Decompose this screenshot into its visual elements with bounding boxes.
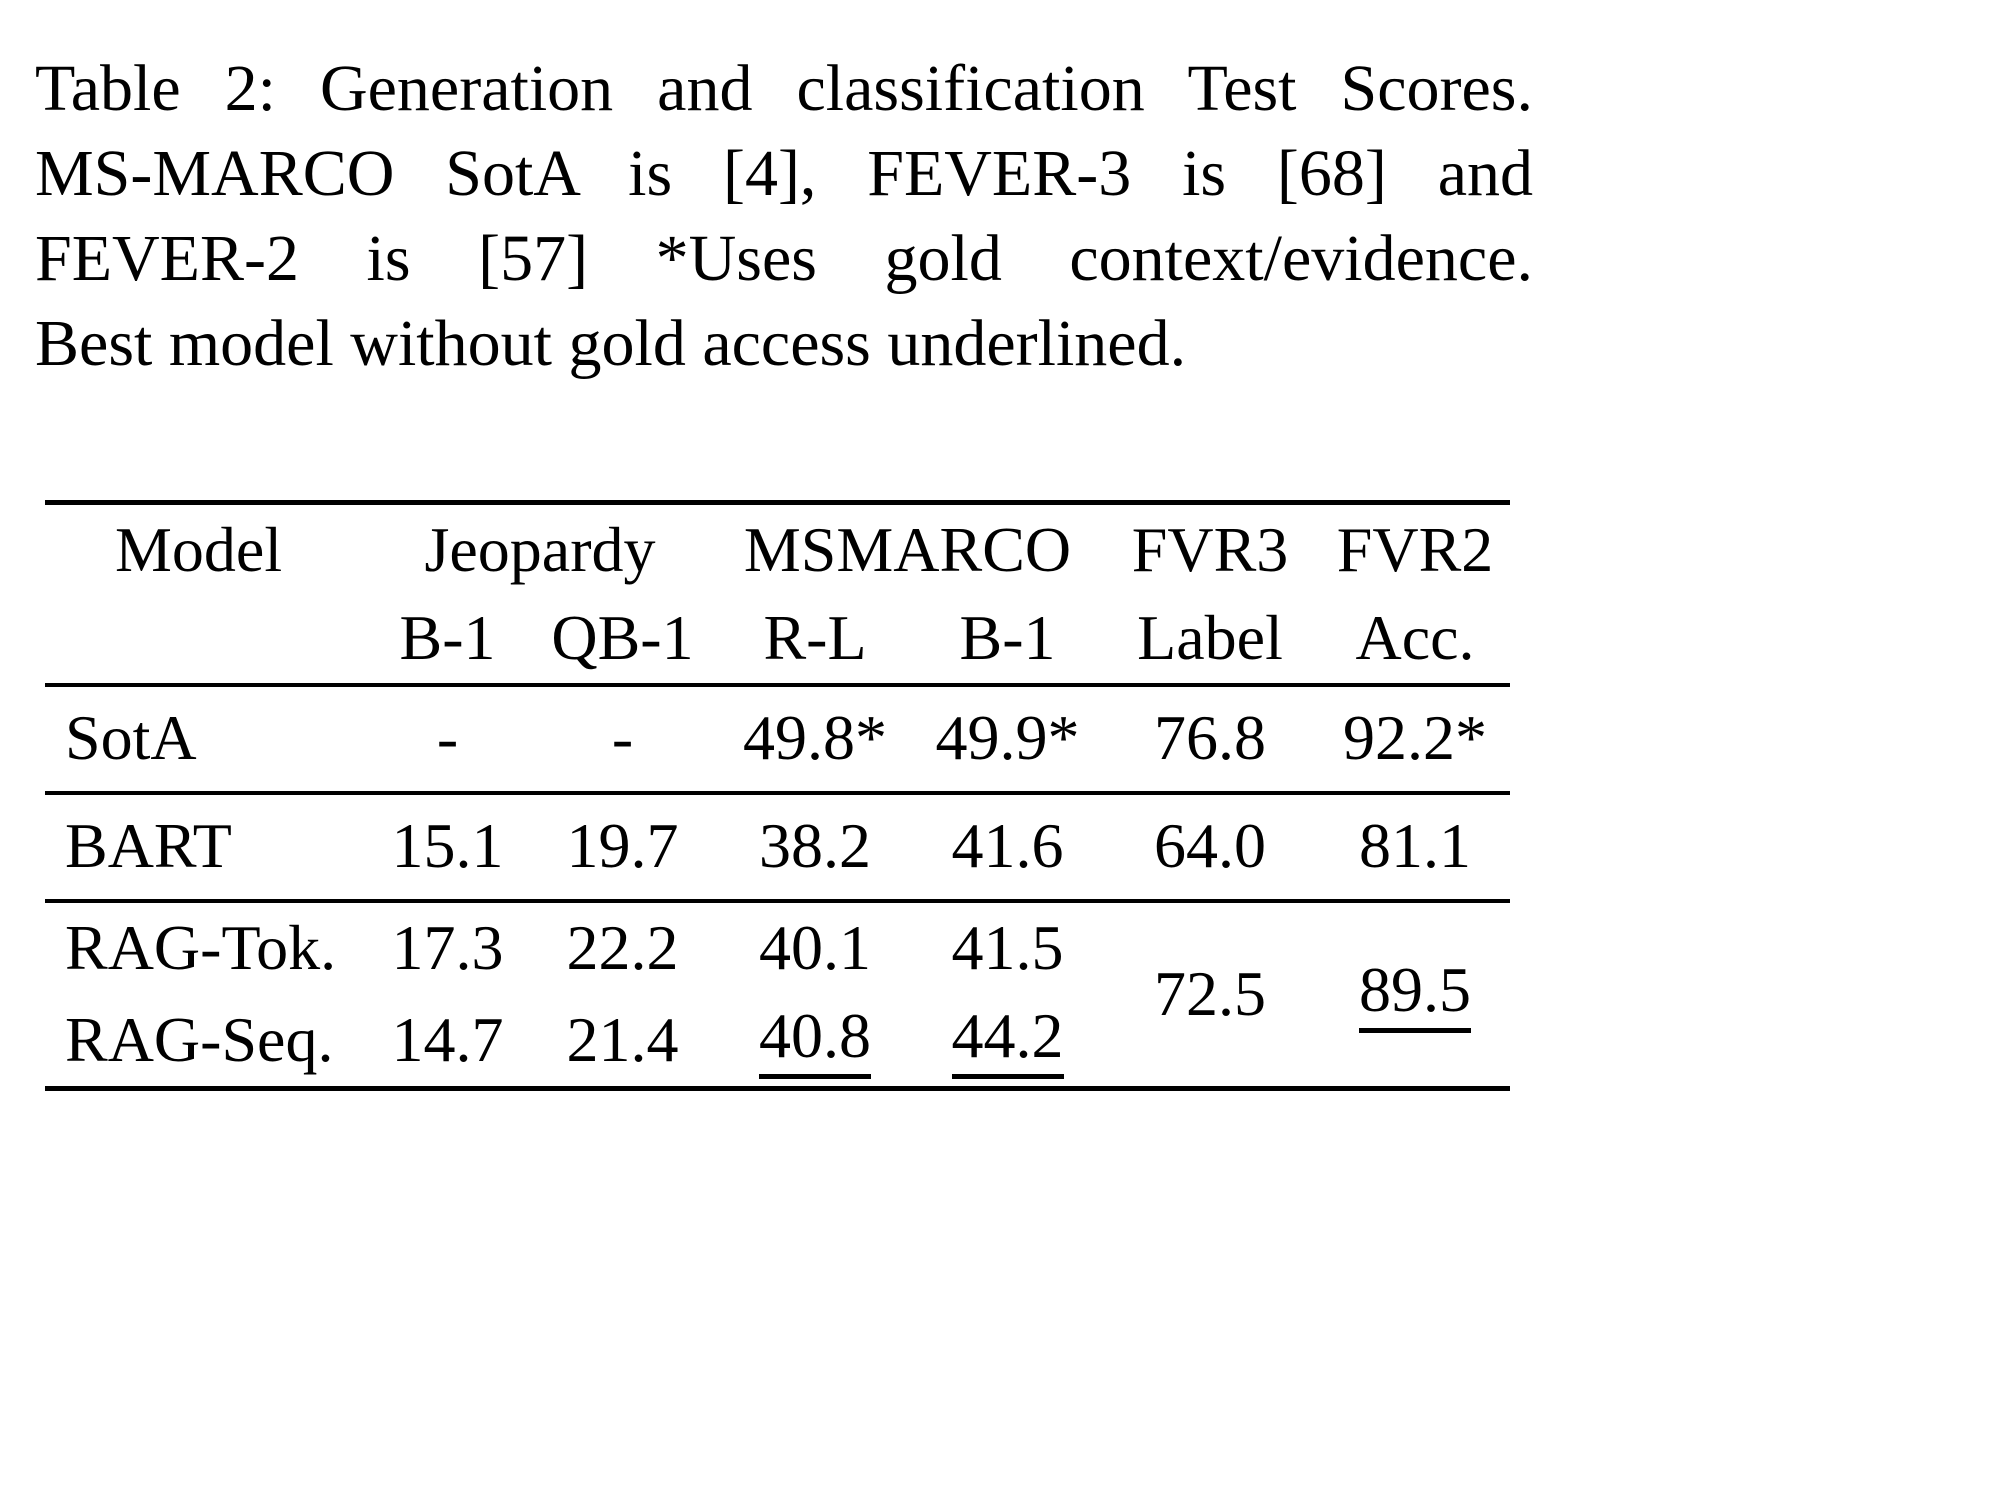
rag-shared-fvr2-acc-cell: 89.5 xyxy=(1320,901,1510,1089)
ragseq-jeopardy-qb1-cell: 21.4 xyxy=(566,1004,679,1076)
header-empty xyxy=(45,595,365,685)
sota-msmarco-rl-cell: 49.8* xyxy=(743,702,887,774)
header-jeopardy-qb1: QB-1 xyxy=(551,602,694,674)
caption-line-2: MS-MARCO SotA is [4], FEVER-3 is [68] an… xyxy=(35,137,1533,210)
caption-line-3: FEVER-2 is [57] *Uses gold context/evide… xyxy=(35,222,1533,295)
sota-jeopardy-b1-cell: - xyxy=(436,702,459,774)
ragseq-msmarco-rl-value: 40.8 xyxy=(759,1002,871,1080)
ragtok-msmarco-b1-cell: 41.5 xyxy=(951,912,1064,984)
table-row-rag-token: RAG-Tok. 17.3 22.2 40.1 41.5 72.5 89.5 xyxy=(45,901,1510,1034)
rag-shared-fvr3-label-cell: 72.5 xyxy=(1154,958,1266,1030)
table-header: Model Jeopardy MSMARCO FVR3 FVR2 B-1 QB-… xyxy=(45,503,1510,685)
ragseq-msmarco-b1-value: 44.2 xyxy=(951,1002,1064,1080)
header-metric-row: B-1 QB-1 R-L B-1 Label Acc. xyxy=(45,595,1510,685)
header-fvr2: FVR2 xyxy=(1336,513,1494,585)
rag-shared-fvr2-acc-value: 89.5 xyxy=(1359,956,1471,1034)
sota-model-cell: SotA xyxy=(65,702,197,774)
header-jeopardy-b1: B-1 xyxy=(399,602,496,674)
sota-fvr3-label-cell: 76.8 xyxy=(1154,702,1266,774)
header-jeopardy: Jeopardy xyxy=(424,513,656,585)
ragtok-msmarco-rl-cell: 40.1 xyxy=(759,912,871,984)
ragseq-msmarco-rl-cell: 40.8 xyxy=(715,995,915,1089)
ragtok-model-cell: RAG-Tok. xyxy=(65,912,337,984)
results-table: Model Jeopardy MSMARCO FVR3 FVR2 B-1 QB-… xyxy=(45,500,1510,1091)
ragseq-model-cell: RAG-Seq. xyxy=(65,1004,334,1076)
header-fvr2-acc: Acc. xyxy=(1355,602,1475,674)
ragtok-jeopardy-b1-cell: 17.3 xyxy=(391,912,504,984)
table-row-bart: BART 15.1 19.7 38.2 41.6 64.0 81.1 xyxy=(45,793,1510,901)
bart-fvr3-label-cell: 64.0 xyxy=(1154,810,1266,882)
header-model: Model xyxy=(115,513,283,585)
caption-line-4: Best model without gold access underline… xyxy=(35,307,1187,380)
header-group-row: Model Jeopardy MSMARCO FVR3 FVR2 xyxy=(45,503,1510,595)
ragseq-jeopardy-b1-cell: 14.7 xyxy=(391,1004,504,1076)
ragtok-jeopardy-qb1-cell: 22.2 xyxy=(566,912,679,984)
bart-jeopardy-b1-cell: 15.1 xyxy=(391,810,504,882)
sota-fvr2-acc-cell: 92.2* xyxy=(1343,702,1487,774)
sota-jeopardy-qb1-cell: - xyxy=(611,702,634,774)
table-row-rag-sequence: RAG-Seq. 14.7 21.4 40.8 44.2 xyxy=(45,995,1510,1089)
table-caption: Table 2: Generation and classification T… xyxy=(35,46,1533,386)
caption-line-1: Table 2: Generation and classification T… xyxy=(35,52,1533,125)
bart-msmarco-b1-cell: 41.6 xyxy=(951,810,1064,882)
bart-model-cell: BART xyxy=(65,810,232,882)
header-msmarco-b1: B-1 xyxy=(959,602,1056,674)
bart-jeopardy-qb1-cell: 19.7 xyxy=(566,810,679,882)
table-body: SotA - - 49.8* 49.9* 76.8 92.2* BART 15.… xyxy=(45,685,1510,1089)
header-fvr3-label: Label xyxy=(1137,602,1283,674)
header-msmarco-rl: R-L xyxy=(763,602,867,674)
header-msmarco: MSMARCO xyxy=(743,513,1072,585)
header-fvr3: FVR3 xyxy=(1131,513,1289,585)
bart-fvr2-acc-cell: 81.1 xyxy=(1359,810,1471,882)
sota-msmarco-b1-cell: 49.9* xyxy=(935,702,1080,774)
table-row-sota: SotA - - 49.8* 49.9* 76.8 92.2* xyxy=(45,685,1510,793)
ragseq-msmarco-b1-cell: 44.2 xyxy=(915,995,1100,1089)
bart-msmarco-rl-cell: 38.2 xyxy=(759,810,871,882)
